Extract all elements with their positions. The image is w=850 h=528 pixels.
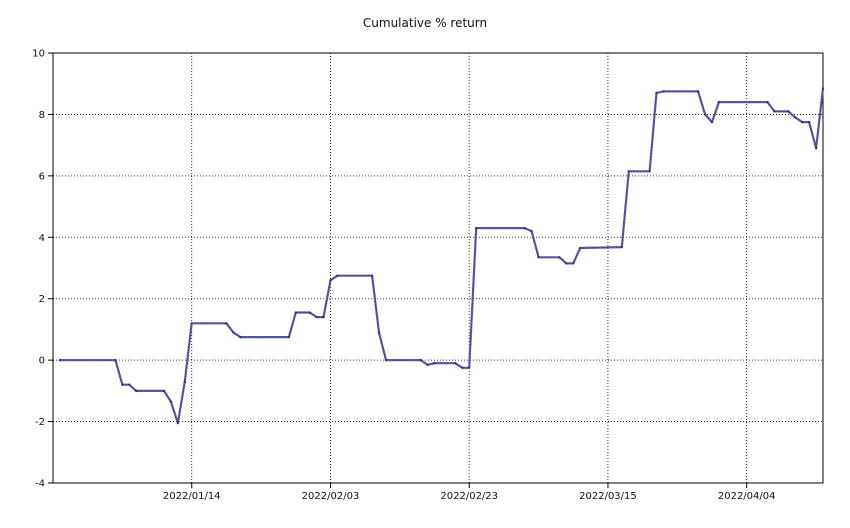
data-point [710, 121, 714, 124]
data-point [239, 336, 242, 339]
y-tick-label: 2 [39, 294, 45, 305]
data-point [183, 380, 186, 383]
data-point [315, 316, 318, 319]
data-point [794, 116, 797, 119]
data-point [329, 279, 332, 282]
data-point [135, 389, 138, 392]
data-point [558, 256, 561, 259]
data-point [384, 359, 388, 362]
data-point [523, 227, 526, 230]
data-point [225, 322, 228, 325]
data-point [808, 121, 811, 124]
data-point [58, 359, 62, 362]
x-tick-label: 2022/02/23 [440, 491, 498, 502]
data-point [169, 400, 172, 403]
series-point-markers [59, 88, 824, 424]
data-point [377, 331, 381, 334]
data-point [662, 90, 665, 93]
data-point [766, 101, 769, 104]
data-point [815, 147, 818, 150]
data-point [648, 170, 651, 173]
x-tick-label: 2022/01/14 [163, 491, 221, 502]
series-layer [58, 87, 825, 425]
y-tick-label: -2 [35, 417, 45, 428]
data-point [190, 322, 193, 325]
data-point [308, 311, 311, 314]
data-point [655, 91, 658, 94]
data-point [322, 316, 325, 319]
plot-area-frame [52, 52, 824, 484]
data-point [162, 389, 166, 392]
y-tick-label: -4 [35, 479, 45, 490]
data-point [620, 246, 623, 249]
data-point [572, 262, 575, 265]
y-tick-label: 10 [32, 49, 45, 60]
chart-title: Cumulative % return [363, 16, 487, 30]
data-point [579, 246, 582, 250]
y-tick-label: 4 [39, 233, 45, 244]
data-point [114, 359, 117, 362]
data-point [697, 90, 700, 93]
data-point [454, 362, 457, 365]
data-point [475, 227, 478, 230]
data-point [232, 331, 235, 334]
data-point [336, 274, 339, 277]
y-tick-label: 0 [39, 356, 45, 367]
data-point [294, 311, 297, 314]
data-point [121, 383, 124, 386]
data-point [530, 230, 533, 233]
data-point [419, 359, 422, 362]
data-point [801, 121, 804, 124]
data-point [461, 366, 464, 369]
data-point [565, 262, 568, 265]
data-point [128, 383, 131, 386]
data-point [787, 110, 790, 113]
series-line [59, 88, 825, 425]
data-point [426, 363, 429, 366]
data-point [371, 274, 374, 277]
y-tick-label: 8 [39, 110, 45, 121]
data-point [704, 113, 707, 116]
data-point [717, 101, 721, 104]
data-point [627, 170, 630, 173]
data-point [773, 110, 776, 113]
x-tick-label: 2022/03/15 [579, 491, 637, 502]
y-tick-label: 6 [39, 171, 45, 182]
data-point [537, 256, 540, 259]
data-point [433, 362, 436, 365]
data-point [176, 422, 179, 425]
x-axis: 2022/01/14 2022/02/03 2022/02/23 2022/03/15… [163, 483, 776, 502]
y-axis: -4 -2 0 2 4 6 8 10 [32, 49, 53, 490]
data-point [821, 87, 825, 90]
x-tick-label: 2022/04/04 [718, 491, 776, 502]
data-point [468, 366, 471, 369]
data-point [287, 336, 290, 339]
x-tick-label: 2022/02/03 [302, 491, 360, 502]
